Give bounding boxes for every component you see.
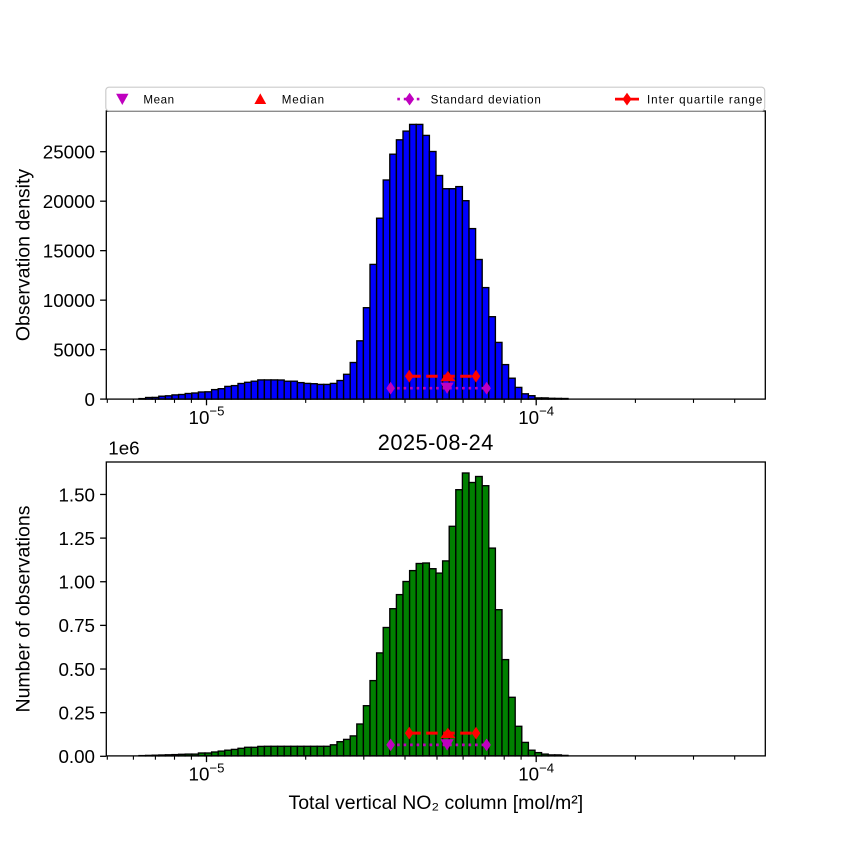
svg-text:Mean: Mean <box>143 93 174 106</box>
svg-text:1.00: 1.00 <box>58 572 95 593</box>
svg-text:Median: Median <box>282 93 325 106</box>
svg-text:Total vertical NO₂ column [mol: Total vertical NO₂ column [mol/m²] <box>288 792 583 814</box>
svg-text:1.25: 1.25 <box>58 528 95 549</box>
svg-text:1e6: 1e6 <box>108 438 139 459</box>
svg-text:0.00: 0.00 <box>58 746 95 767</box>
svg-text:20000: 20000 <box>43 191 95 212</box>
svg-text:0.25: 0.25 <box>58 702 95 723</box>
svg-text:Standard deviation: Standard deviation <box>431 93 542 106</box>
svg-text:1.50: 1.50 <box>58 484 95 505</box>
svg-text:2025-08-24: 2025-08-24 <box>378 430 494 455</box>
svg-text:5000: 5000 <box>53 339 95 360</box>
svg-text:Number of observations: Number of observations <box>13 505 35 712</box>
svg-text:10000: 10000 <box>43 290 95 311</box>
svg-text:0: 0 <box>85 389 95 410</box>
svg-text:0.75: 0.75 <box>58 615 95 636</box>
svg-text:Inter quartile range: Inter quartile range <box>647 93 763 106</box>
svg-text:0.50: 0.50 <box>58 659 95 680</box>
svg-text:15000: 15000 <box>43 240 95 261</box>
svg-text:Observation density: Observation density <box>13 169 35 342</box>
svg-text:25000: 25000 <box>43 142 95 163</box>
